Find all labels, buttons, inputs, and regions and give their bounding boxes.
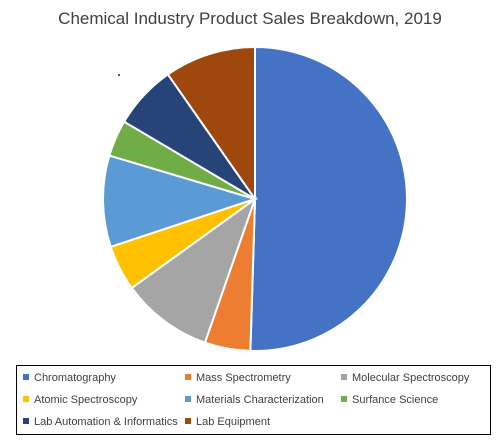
legend-swatch [23,374,29,380]
legend-swatch [185,396,191,402]
legend-label: Atomic Spectroscopy [34,394,138,406]
legend-label: Lab Automation & Informatics [34,416,178,428]
legend-item-molecular-spectroscopy: Molecular Spectroscopy [341,372,469,385]
legend-label: Molecular Spectroscopy [352,372,470,384]
legend-item-mass-spectrometry: Mass Spectrometry [185,372,291,385]
pie-slice-lab-equipment [166,45,256,203]
legend-label: Chromatography [34,372,116,384]
pie-slice-materials-characterization [102,154,259,249]
legend-label: Lab Equipment [196,416,270,428]
legend-label: Mass Spectrometry [196,372,291,384]
chart-legend: Chromatography Mass Spectrometry Molecul… [16,365,491,435]
pie-slice-molecular-spectroscopy [130,196,257,344]
legend-label: Materials Characterization [196,394,324,406]
legend-swatch [341,396,347,402]
legend-item-lab-automation: Lab Automation & Informatics [23,416,178,429]
legend-item-atomic-spectroscopy: Atomic Spectroscopy [23,394,137,407]
legend-swatch [23,418,29,424]
legend-item-chromatography: Chromatography [23,372,116,385]
legend-swatch [341,374,347,380]
legend-swatch [23,396,29,402]
legend-swatch [185,374,191,380]
legend-swatch [185,418,191,424]
legend-item-lab-equipment: Lab Equipment [185,416,270,429]
pie-chart [102,45,408,352]
legend-item-surface-science: Surfance Science [341,394,438,407]
legend-label: Surfance Science [352,394,439,406]
pie-slice-chromatography [249,45,408,352]
legend-item-materials-characterization: Materials Characterization [185,394,324,407]
stray-mark [118,74,120,76]
chart-title: Chemical Industry Product Sales Breakdow… [58,9,442,28]
